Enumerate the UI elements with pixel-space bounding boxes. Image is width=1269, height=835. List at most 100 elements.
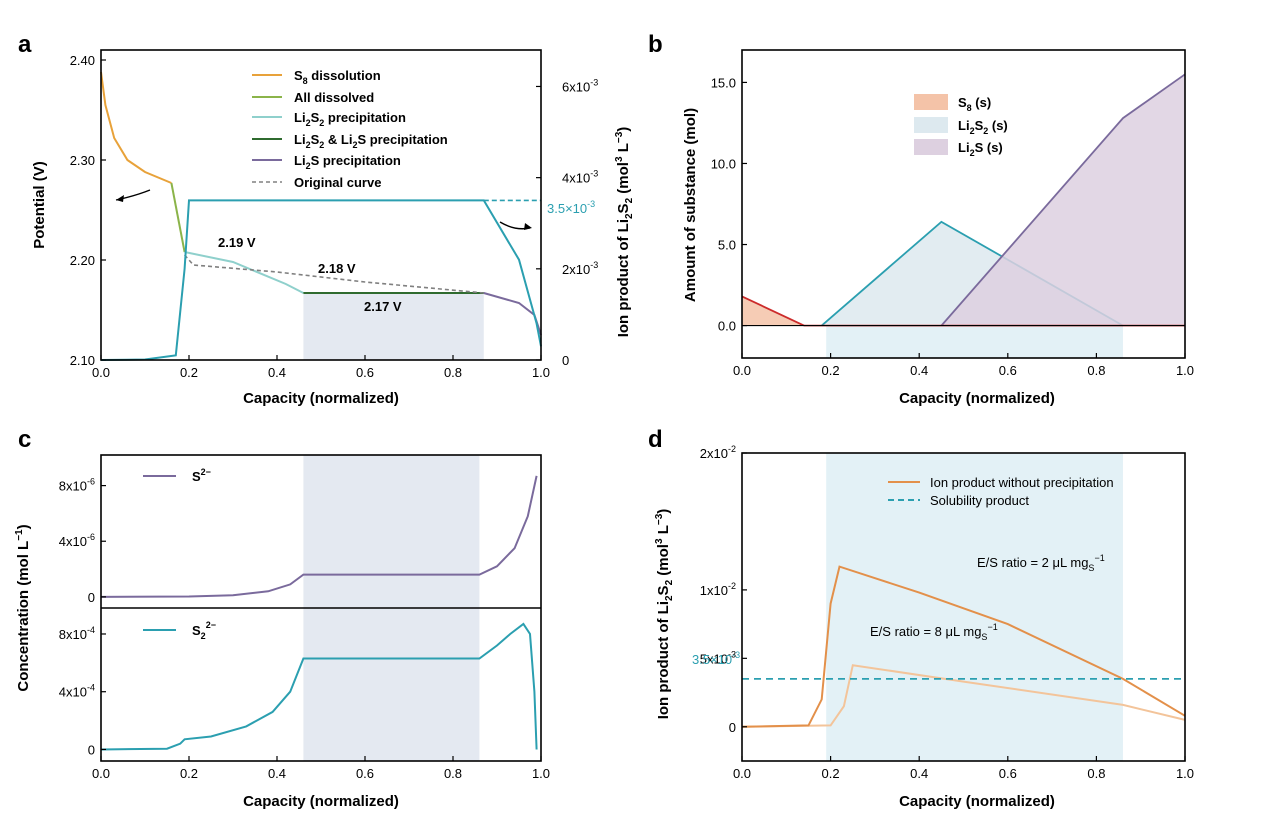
panel-d-frame xyxy=(741,452,1186,762)
panel-a-y-axis-label-left: Potential (V) xyxy=(31,161,48,249)
panel-a-series-original-curve xyxy=(183,254,484,294)
panel-c: c 0.0 0.2 0.4 0.6 0.8 1.0 0 4x10-6 8x10-6 0 4x10-… xyxy=(14,426,550,810)
y-tick-label-right: 2x10-3 xyxy=(562,260,598,277)
y-tick-label-top: 4x10-6 xyxy=(59,532,95,549)
x-tick-label: 1.0 xyxy=(532,365,550,380)
legend-label-s8-dissolution: S8 dissolution xyxy=(294,68,381,86)
panel-c-shaded-region-bottom xyxy=(303,608,480,761)
panel-a-x-axis-label: Capacity (normalized) xyxy=(243,390,399,407)
panel-b-shaded-region xyxy=(826,325,1123,358)
panel-d-shaded-region xyxy=(826,453,1123,761)
x-tick-label: 0.0 xyxy=(733,766,751,781)
panel-b-letter: b xyxy=(648,31,663,58)
y-tick-label: 2.20 xyxy=(70,253,95,268)
x-tick-label: 0.4 xyxy=(268,766,286,781)
y-tick-label: 2.40 xyxy=(70,53,95,68)
legend-label-all-dissolved: All dissolved xyxy=(294,90,374,105)
y-tick-label: 2x10-2 xyxy=(700,444,736,461)
panel-b-area-li2s-s- xyxy=(941,74,1185,326)
panel-a-series-all-dissolved xyxy=(170,182,186,253)
y-tick-label: 1x10-2 xyxy=(700,581,736,598)
annotation-es-ratio-2: E/S ratio = 2 μL mgS−1 xyxy=(977,553,1105,573)
annotation-2-18v: 2.18 V xyxy=(318,261,356,276)
panel-b-frame xyxy=(741,49,1186,359)
panel-a-series-li2s-precipitation xyxy=(483,292,542,336)
panel-a-curves xyxy=(100,71,542,361)
panel-c-y-axis-label: Concentration (mol L−1) xyxy=(14,524,32,691)
legend-swatch-li2s-solid xyxy=(914,139,948,155)
y-tick-label: 0 xyxy=(729,720,736,735)
legend-label-li2s-precip: Li2S precipitation xyxy=(294,153,401,171)
y-tick-label: 2.10 xyxy=(70,353,95,368)
y-tick-label: 0.0 xyxy=(718,319,736,334)
x-tick-label: 0.2 xyxy=(180,365,198,380)
annotation-es-ratio-8: E/S ratio = 8 μL mgS−1 xyxy=(870,622,998,642)
x-tick-label: 1.0 xyxy=(532,766,550,781)
panel-b-y-ticks: 0.0 5.0 10.0 15.0 xyxy=(711,75,747,334)
y-tick-label: 5.0 xyxy=(718,238,736,253)
panel-d-x-ticks: 0.0 0.2 0.4 0.6 0.8 1.0 xyxy=(733,756,1194,781)
panel-c-x-axis-label: Capacity (normalized) xyxy=(243,793,399,810)
panel-a-frame xyxy=(100,49,542,361)
legend-label-solubility: Solubility product xyxy=(930,493,1029,508)
panel-d-letter: d xyxy=(648,426,663,453)
legend-label-li2s-solid: Li2S (s) xyxy=(958,140,1003,158)
panel-d-legend: Ion product without precipitation Solubi… xyxy=(888,475,1114,508)
y-tick-label-top: 0 xyxy=(88,590,95,605)
x-tick-label: 1.0 xyxy=(1176,766,1194,781)
panel-a-y-axis-label-right: Ion product of Li2S2 (mol3 L−3) xyxy=(614,127,635,338)
legend-label-li2s2-li2s-precip: Li2S2 & Li2S precipitation xyxy=(294,132,448,150)
legend-label-original-curve: Original curve xyxy=(294,175,381,190)
panel-d-series-es-8 xyxy=(741,664,1186,728)
panel-d-y-ticks: 0 5x10-3 1x10-2 2x10-2 xyxy=(700,444,747,735)
x-tick-label: 0.4 xyxy=(910,766,928,781)
panel-b: b 0.0 0.2 0.4 0.6 0.8 1.0 0.0 5.0 10.0 15.0 Capa… xyxy=(648,31,1194,407)
x-tick-label: 0.4 xyxy=(268,365,286,380)
legend-label-li2s2-precip: Li2S2 precipitation xyxy=(294,110,406,128)
x-tick-label: 1.0 xyxy=(1176,363,1194,378)
legend-label-li2s2-solid: Li2S2 (s) xyxy=(958,118,1008,136)
panel-c-letter: c xyxy=(18,426,31,453)
y-tick-label-right: 6x10-3 xyxy=(562,77,598,94)
panel-d-x-axis-label: Capacity (normalized) xyxy=(899,793,1055,810)
y-tick-label: 15.0 xyxy=(711,75,736,90)
panel-a: a 0.0 0.2 0.4 0.6 0.8 1.0 2.10 2.20 2.30 2.40 0 2… xyxy=(18,31,635,407)
panel-d-y-axis-label: Ion product of Li2S2 (mol3 L−3) xyxy=(654,509,675,720)
panel-b-line-s8-s- xyxy=(741,295,805,327)
x-tick-label: 0.8 xyxy=(444,365,462,380)
legend-label-ion-product: Ion product without precipitation xyxy=(930,475,1114,490)
y-tick-label-right: 0 xyxy=(562,353,569,368)
x-tick-label: 0.8 xyxy=(1087,363,1105,378)
panel-a-letter: a xyxy=(18,31,32,58)
x-tick-label: 0.0 xyxy=(733,363,751,378)
annotation-2-17v: 2.17 V xyxy=(364,299,402,314)
arrow-left-head xyxy=(116,195,124,202)
y-tick-label: 10.0 xyxy=(711,156,736,171)
panel-b-y-axis-label: Amount of substance (mol) xyxy=(682,108,699,302)
panel-b-areas xyxy=(741,73,1186,327)
y-tick-label-bottom: 0 xyxy=(88,742,95,757)
panel-a-shaded-region xyxy=(303,293,484,360)
annotation-2-19v: 2.19 V xyxy=(218,235,256,250)
panel-a-y-ticks-right: 0 2x10-3 4x10-3 6x10-3 xyxy=(536,77,598,368)
x-tick-label: 0.2 xyxy=(822,363,840,378)
panel-a-x-ticks: 0.0 0.2 0.4 0.6 0.8 1.0 xyxy=(92,355,550,380)
panel-d-curves xyxy=(741,565,1186,728)
panel-b-legend: S8 (s) Li2S2 (s) Li2S (s) xyxy=(914,94,1008,158)
panel-c-series-s2-minus xyxy=(100,475,538,598)
panel-b-x-ticks: 0.0 0.2 0.4 0.6 0.8 1.0 xyxy=(733,353,1194,378)
panel-c-y-ticks: 0 4x10-6 8x10-6 0 4x10-4 8x10-4 xyxy=(59,477,106,757)
panel-b-x-axis-label: Capacity (normalized) xyxy=(899,390,1055,407)
legend-swatch-s8-solid xyxy=(914,94,948,110)
panel-a-y-ticks-left: 2.10 2.20 2.30 2.40 xyxy=(70,53,106,368)
x-tick-label: 0.8 xyxy=(444,766,462,781)
panel-a-legend: S8 dissolution All dissolved Li2S2 preci… xyxy=(252,68,448,190)
x-tick-label: 0.6 xyxy=(356,766,374,781)
annotation-solubility-a: 3.5×10-3 xyxy=(547,199,595,216)
x-tick-label: 0.2 xyxy=(822,766,840,781)
y-tick-label-top: 8x10-6 xyxy=(59,477,95,494)
y-tick-label: 2.30 xyxy=(70,153,95,168)
x-tick-label: 0.0 xyxy=(92,766,110,781)
x-tick-label: 0.0 xyxy=(92,365,110,380)
